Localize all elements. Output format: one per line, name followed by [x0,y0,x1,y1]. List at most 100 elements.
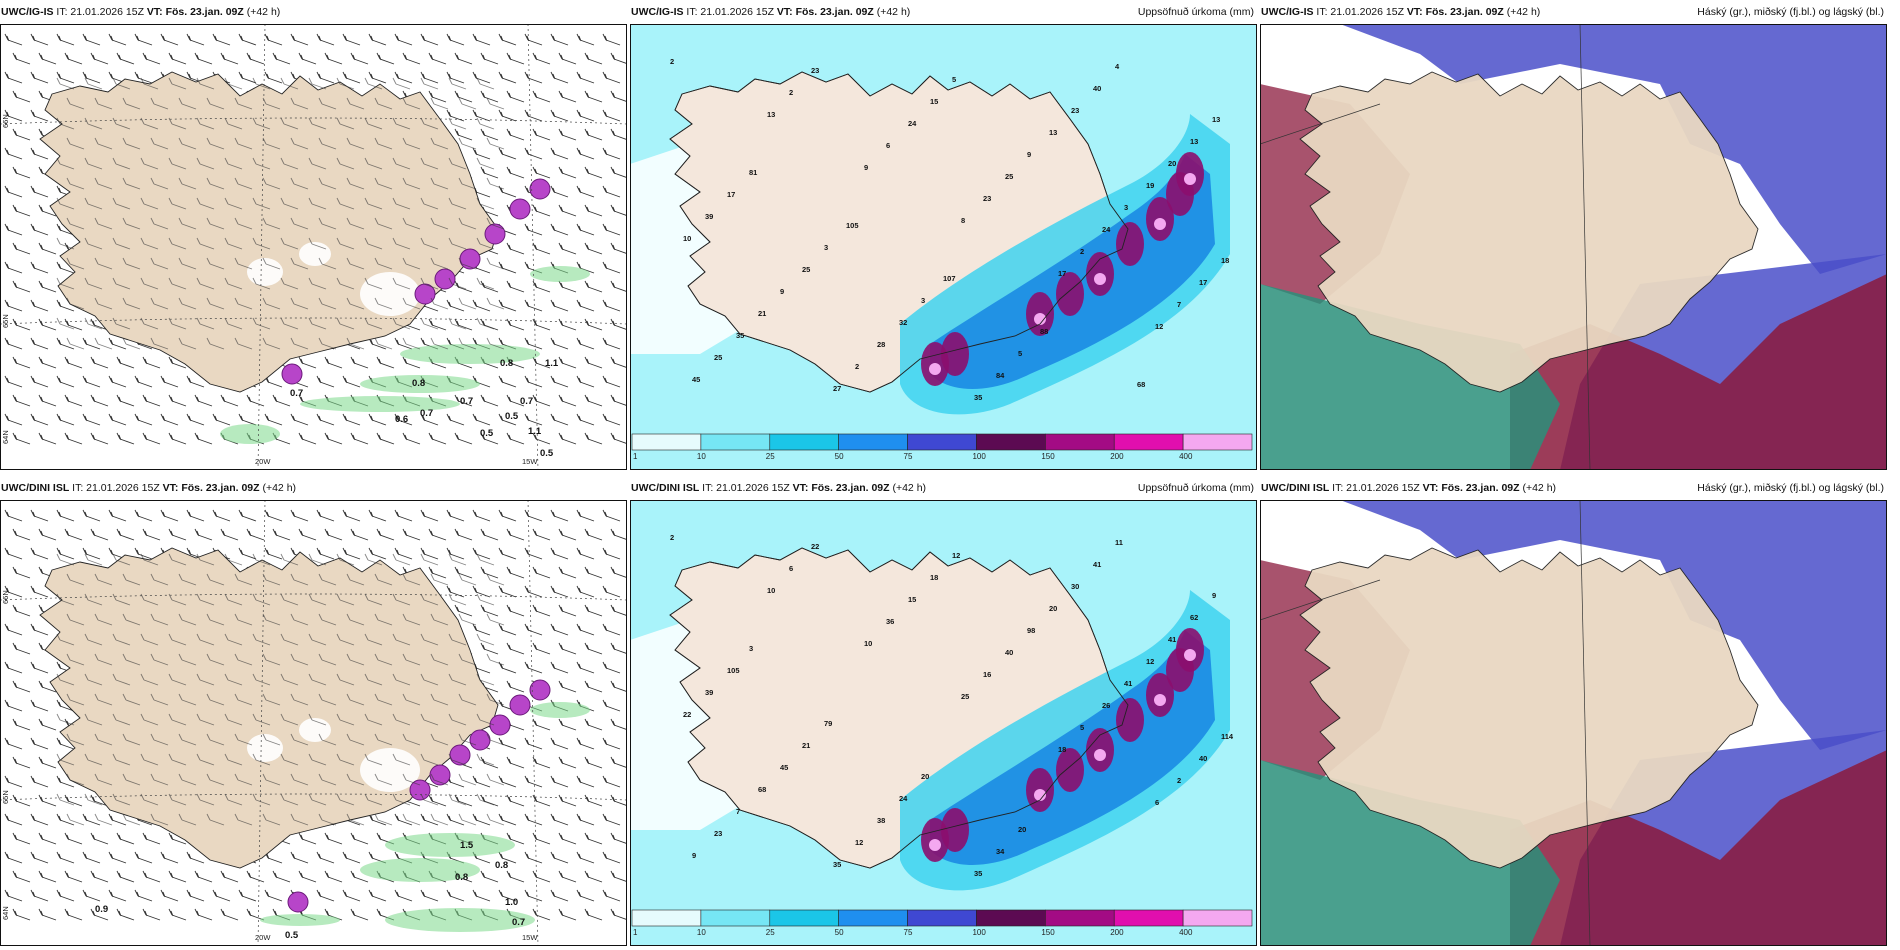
wind-barb [122,613,141,626]
wind-barb [234,257,253,270]
wind-barb [480,166,499,179]
wind-barb [446,33,465,46]
wind-barb [558,756,577,769]
wind-barb [308,317,327,330]
wind-barb [480,604,499,617]
wind-barb [66,217,85,230]
wind-barb [38,718,57,731]
wind-barb [84,157,103,170]
wind-barb [82,375,101,388]
wind-barb [112,197,131,210]
longitude-label: 20W [255,457,271,466]
wind-barb [476,237,495,250]
wind-barb [234,297,253,310]
map-frame [630,24,1257,470]
wind-barb [84,633,103,646]
wind-barb [610,718,627,731]
wind-barb [392,197,411,210]
wind-barb [150,733,169,746]
wind-barb [108,413,127,426]
wind-barb [38,870,57,883]
wind-barb [346,257,365,270]
wind-barb [602,299,621,312]
wind-barb [558,718,577,731]
wind-barb [238,547,257,560]
longitude-line [527,24,539,470]
wind-barb [420,157,439,170]
wind-barb [576,337,595,350]
valid-time: VT: Fös. 23.jan. 09Z [1406,6,1504,18]
wind-barb [84,673,103,686]
wind-barb [402,177,421,190]
wind-barb [82,547,101,560]
wind-barb [602,889,621,902]
wind-barb [374,613,393,626]
wind-barb [376,356,395,369]
precip-value-label: 2 [789,88,793,97]
wind-barb [506,566,525,579]
wind-barb [264,547,283,560]
wind-barb [318,773,337,786]
snowfall-band [260,914,340,926]
wind-barb [84,237,103,250]
wind-barb [576,547,595,560]
wind-barb [196,753,215,766]
wind-barb [550,71,569,84]
snow-value-label: 0.9 [95,904,108,915]
wind-barb [140,673,159,686]
wind-barb [506,128,525,141]
wind-barb [486,773,505,786]
wind-barb [168,432,187,445]
map-area [1260,500,1887,946]
wind-barb [308,277,327,290]
wind-barb [168,77,187,90]
precip-value-label: 12 [952,551,960,560]
precip-core [1154,218,1166,230]
high-cloud-area [1260,284,1560,470]
wind-barb [108,889,127,902]
panel-header: UWC/DINI ISL IT: 21.01.2026 15Z VT: Fös.… [1261,482,1884,496]
latitude-line [0,793,627,801]
colorbar-bin [700,909,771,927]
wind-barb [486,137,505,150]
wind-barb [364,713,383,726]
wind-barb [290,177,309,190]
wind-barb [116,394,135,407]
wind-barb [448,593,467,606]
wind-barb [364,753,383,766]
snowfall-band [385,908,535,932]
wind-barb [234,97,253,110]
wind-barb [94,297,113,310]
precip-value-label: 15 [908,595,916,604]
wind-barb [206,337,225,350]
wind-barb [150,573,169,586]
wind-barb [610,870,627,883]
wind-barb [610,794,627,807]
wind-barb [4,661,23,674]
wind-barb [576,375,595,388]
wind-barb [308,633,327,646]
heavy-snow-blob [409,779,431,801]
model-name: UWC/DINI ISL [1,482,70,494]
wind-barb [430,773,449,786]
wind-barb [446,109,465,122]
wind-barb [82,337,101,350]
wind-barb [430,177,449,190]
wind-barb [550,547,569,560]
extreme-precip-cell [941,332,969,376]
wind-barb [112,237,131,250]
snowfall-band [385,833,515,857]
precip-value-label: 41 [1124,679,1132,688]
snow-cover-patch [299,718,331,742]
wind-barb [374,813,393,826]
precip-value-label: 6 [789,564,793,573]
wind-barb [532,566,551,579]
wind-barb [336,673,355,686]
wind-barb [290,337,309,350]
panel-header: UWC/IG-IS IT: 21.01.2026 15Z VT: Fös. 23… [1,6,624,20]
precip-value-label: 12 [1146,657,1154,666]
wind-barb [480,642,499,655]
wind-barb [318,257,337,270]
wind-barb [342,71,361,84]
snow-value-label: 0.5 [540,448,554,459]
